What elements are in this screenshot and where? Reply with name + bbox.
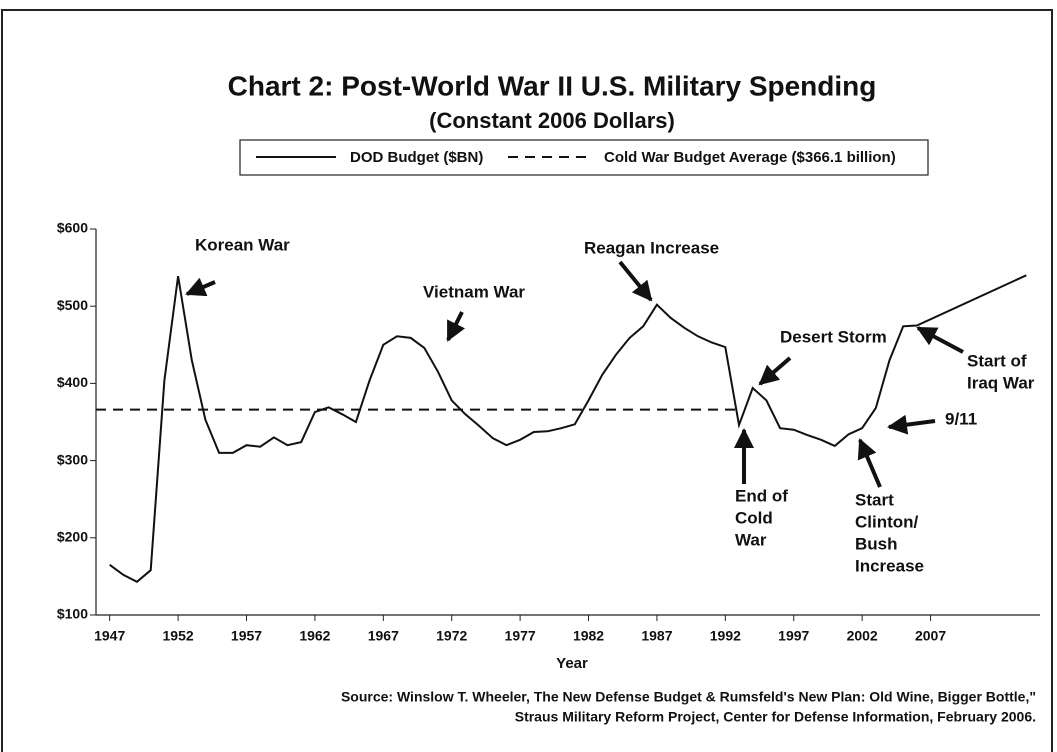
x-tick-label: 1967 (368, 628, 399, 644)
annotation-arrow (887, 414, 936, 435)
annotation: 9/11 (945, 409, 977, 428)
data-line (109, 274, 1027, 583)
y-tick-label: $300 (57, 451, 88, 467)
x-tick-label: 1997 (778, 628, 809, 644)
x-tick-label: 1952 (163, 628, 194, 644)
annotation-arrow (758, 356, 792, 386)
legend-label: Cold War Budget Average ($366.1 billion) (604, 149, 896, 166)
chart-subtitle: (Constant 2006 Dollars) (429, 108, 675, 133)
annotation: Korean War (195, 235, 290, 254)
y-tick-label: $400 (57, 374, 88, 390)
annotation-arrow (857, 438, 882, 488)
annotation: War (735, 530, 767, 549)
annotation: Reagan Increase (584, 238, 719, 257)
annotation: Start of (967, 351, 1027, 370)
x-tick-label: 2007 (915, 628, 946, 644)
x-axis-title: Year (556, 655, 588, 672)
y-tick-label: $100 (57, 606, 88, 622)
annotation-arrow (916, 326, 964, 354)
legend-label: DOD Budget ($BN) (350, 149, 483, 166)
annotation-arrow (618, 260, 653, 302)
annotation: Start (855, 490, 894, 509)
annotation-arrow (446, 311, 465, 342)
x-tick-label: 1972 (436, 628, 467, 644)
x-tick-label: 1982 (573, 628, 604, 644)
annotation: Clinton/ (855, 512, 919, 531)
x-tick-label: 2002 (847, 628, 878, 644)
annotation: Vietnam War (423, 282, 525, 301)
x-tick-label: 1987 (641, 628, 672, 644)
y-tick-label: $600 (57, 220, 88, 236)
annotation-arrow (185, 277, 216, 297)
x-tick-label: 1957 (231, 628, 262, 644)
annotation: End of (735, 486, 788, 505)
source: Straus Military Reform Project, Center f… (515, 709, 1036, 725)
y-tick-label: $200 (57, 529, 88, 545)
chart-title: Chart 2: Post-World War II U.S. Military… (228, 70, 877, 101)
x-tick-label: 1992 (710, 628, 741, 644)
annotation: Bush (855, 534, 898, 553)
source: Source: Winslow T. Wheeler, The New Defe… (341, 689, 1036, 705)
x-tick-label: 1962 (299, 628, 330, 644)
x-tick-label: 1977 (505, 628, 536, 644)
y-tick-label: $500 (57, 297, 88, 313)
annotation: Desert Storm (780, 327, 887, 346)
annotation: Increase (855, 556, 924, 575)
frame (1, 9, 1053, 752)
annotation: Iraq War (967, 373, 1035, 392)
x-tick-label: 1947 (94, 628, 125, 644)
annotation: Cold (735, 508, 773, 527)
